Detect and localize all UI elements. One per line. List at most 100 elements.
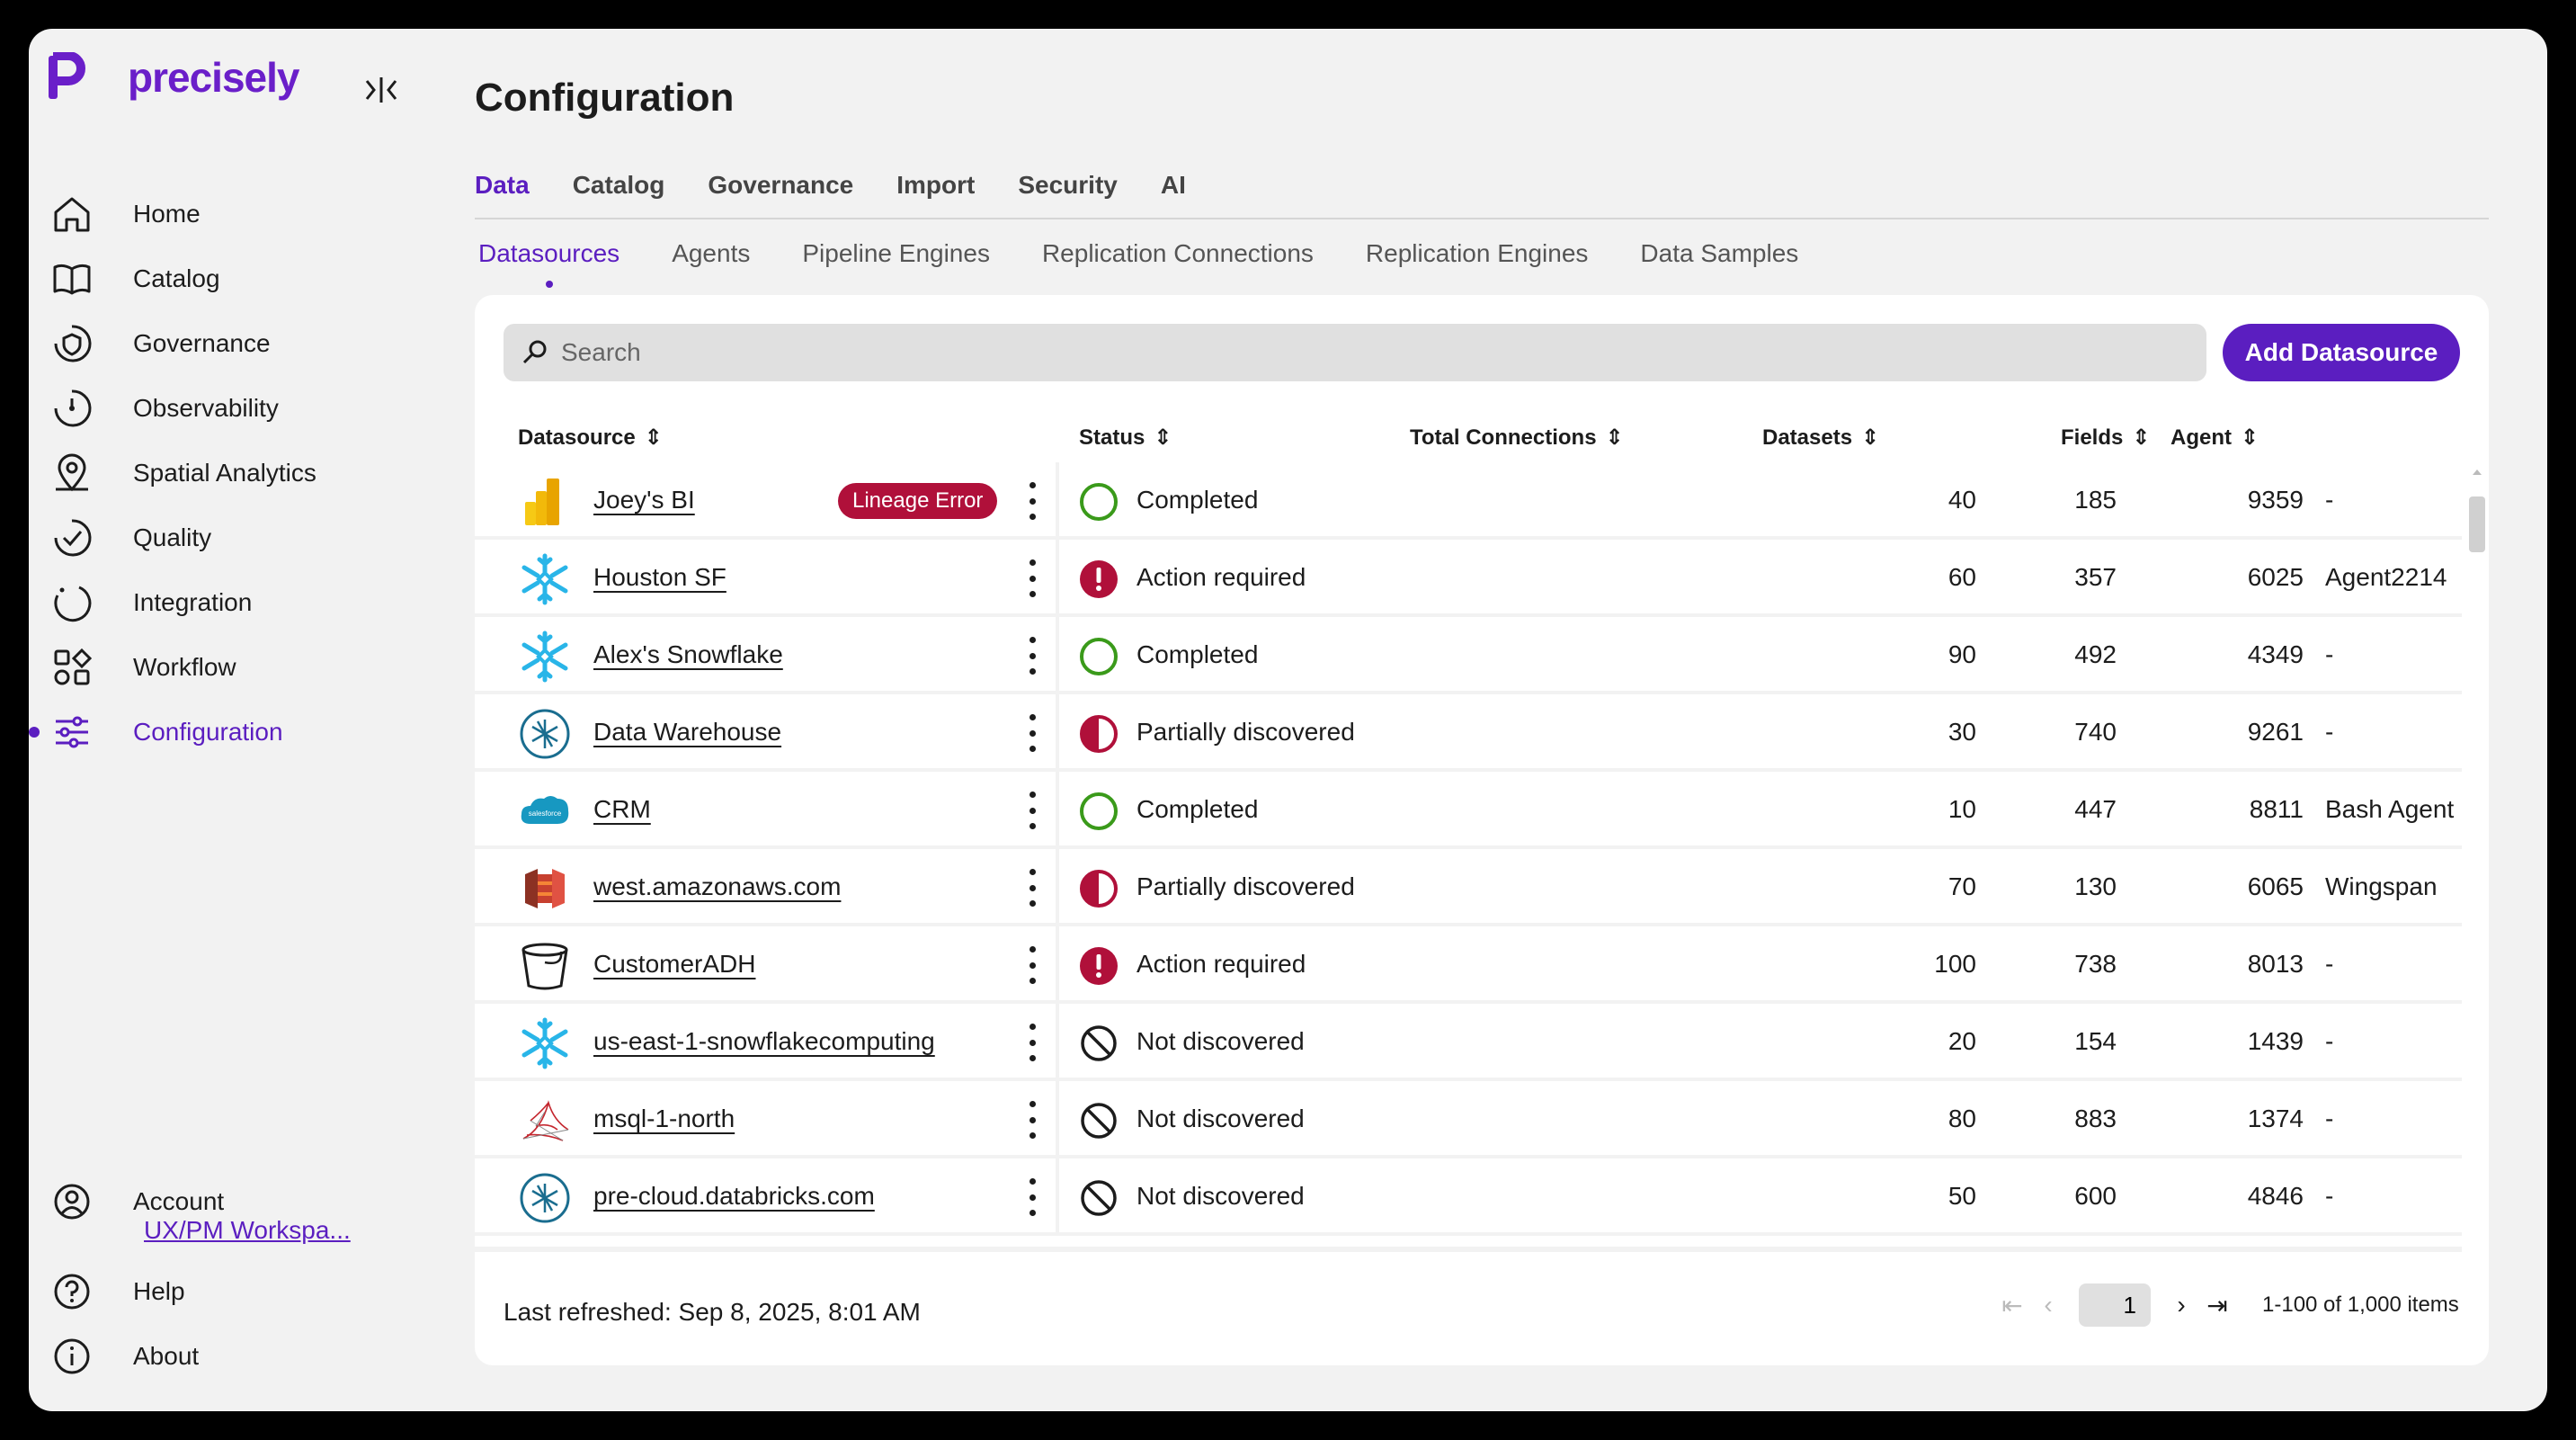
last-page-icon[interactable]: ⇥ <box>2206 1291 2228 1319</box>
more-options-icon[interactable] <box>1021 559 1043 597</box>
tab-security[interactable]: Security <box>1018 171 1118 199</box>
datasource-name-link[interactable]: west.amazonaws.com <box>593 872 842 900</box>
nav-governance[interactable]: Governance <box>50 311 428 376</box>
datasource-name-link[interactable]: us-east-1-snowflakecomputing <box>593 1027 935 1055</box>
page-title: Configuration <box>475 76 735 120</box>
scroll-up-icon[interactable] <box>2465 462 2489 480</box>
nav-spatial-analytics[interactable]: Spatial Analytics <box>50 441 428 505</box>
fields-cell: 9261 <box>2247 718 2304 746</box>
datasource-name-link[interactable]: CRM <box>593 795 651 823</box>
sort-icon: ⇕ <box>2241 425 2260 450</box>
datasource-name-link[interactable]: msql-1-north <box>593 1105 735 1132</box>
search-input[interactable] <box>561 338 2090 367</box>
nav-integration[interactable]: Integration <box>50 570 428 635</box>
status-completed-icon <box>1079 792 1119 831</box>
more-options-icon[interactable] <box>1021 1101 1043 1139</box>
table-row[interactable]: Alex's Snowflake Completed 90 492 4349- <box>475 617 2462 694</box>
tab-catalog[interactable]: Catalog <box>572 171 665 199</box>
add-datasource-button[interactable]: Add Datasource <box>2223 324 2460 381</box>
more-options-icon[interactable] <box>1021 869 1043 907</box>
status-text: Partially discovered <box>1136 718 1355 746</box>
power-bi-icon <box>518 475 572 529</box>
total-connections-cell: 100 <box>1934 950 1976 978</box>
column-header-fields[interactable]: Fields ⇕ <box>2061 425 2150 451</box>
workspace-link[interactable]: UX/PM Workspa... <box>144 1216 351 1244</box>
subtab-pipeline-engines[interactable]: Pipeline Engines <box>802 239 990 267</box>
column-header-datasets[interactable]: Datasets ⇕ <box>1762 425 1879 451</box>
lineage-error-badge[interactable]: Lineage Error <box>838 483 998 519</box>
table-row[interactable]: Data Warehouse Partially discovered 30 740 9… <box>475 694 2462 772</box>
brand-logo[interactable]: precisely <box>47 52 299 103</box>
more-options-icon[interactable] <box>1021 714 1043 752</box>
items-range: 1-100 of 1,000 items <box>2262 1292 2459 1317</box>
prev-page-icon[interactable]: ‹ <box>2044 1291 2053 1319</box>
more-options-icon[interactable] <box>1021 946 1043 984</box>
table-row[interactable]: salesforce CRM Completed 10 447 8811 Bash Agen… <box>475 772 2462 849</box>
tab-import[interactable]: Import <box>896 171 976 199</box>
subtab-replication-engines[interactable]: Replication Engines <box>1365 239 1589 267</box>
datasource-name-link[interactable]: Joey's BI <box>593 486 695 514</box>
tab-governance[interactable]: Governance <box>708 171 854 199</box>
datasource-name-link[interactable]: Alex's Snowflake <box>593 640 783 668</box>
status-text: Not discovered <box>1136 1182 1305 1210</box>
table-row[interactable]: msql-1-north Not discovered 80 883 1374- <box>475 1081 2462 1158</box>
scroll-thumb[interactable] <box>2469 496 2485 552</box>
nav-label: Home <box>133 200 201 228</box>
subtab-replication-connections[interactable]: Replication Connections <box>1041 239 1314 267</box>
about-label: About <box>133 1342 200 1370</box>
table-row[interactable]: us-east-1-snowflakecomputing Not discover… <box>475 1004 2462 1081</box>
subtab-agents[interactable]: Agents <box>672 239 751 267</box>
datasource-name-link[interactable]: CustomerADH <box>593 950 756 978</box>
search-bar[interactable] <box>504 324 2206 381</box>
home-icon <box>50 192 94 236</box>
column-divider <box>1056 462 1059 540</box>
fields-cell: 8811 <box>2249 795 2304 823</box>
table-scrollbar[interactable] <box>2465 462 2489 1245</box>
nav-configuration[interactable]: Configuration <box>29 700 428 765</box>
more-options-icon[interactable] <box>1021 1178 1043 1216</box>
tab-ai[interactable]: AI <box>1160 171 1186 199</box>
nav-observability[interactable]: Observability <box>50 376 428 441</box>
datasource-name-link[interactable]: Houston SF <box>593 563 726 591</box>
table-row[interactable]: Joey's BI Lineage Error Completed 40 185 9359… <box>475 462 2462 540</box>
status-text: Action required <box>1136 950 1306 978</box>
nav-home[interactable]: Home <box>50 182 428 246</box>
nav-label: Quality <box>133 523 212 551</box>
table-row[interactable]: Houston SF Action required 60 357 6025 Agent2… <box>475 540 2462 617</box>
table-row[interactable]: west.amazonaws.com Partially discovered 70… <box>475 849 2462 926</box>
column-header-status[interactable]: Status ⇕ <box>1079 425 1172 451</box>
nav-account[interactable]: Account <box>50 1169 428 1234</box>
column-header-agent[interactable]: Agent ⇕ <box>2170 425 2259 451</box>
datasource-name-link[interactable]: pre-cloud.databricks.com <box>593 1182 875 1210</box>
footer-divider <box>475 1247 2462 1252</box>
column-header-total-connections[interactable]: Total Connections ⇕ <box>1410 425 1624 451</box>
quality-check-icon <box>50 516 94 559</box>
page-number-input[interactable] <box>2079 1283 2151 1327</box>
nav-about[interactable]: About <box>50 1324 428 1389</box>
account-label: Account <box>133 1187 225 1215</box>
more-options-icon[interactable] <box>1021 637 1043 675</box>
nav-help[interactable]: Help <box>50 1259 428 1324</box>
table-row[interactable]: pre-cloud.databricks.com Not discovered 50… <box>475 1158 2462 1236</box>
more-options-icon[interactable] <box>1021 482 1043 520</box>
column-divider <box>1056 694 1059 772</box>
column-divider <box>1056 1158 1059 1236</box>
first-page-icon[interactable]: ⇤ <box>2001 1291 2023 1319</box>
more-options-icon[interactable] <box>1021 792 1043 829</box>
collapse-sidebar-icon[interactable] <box>360 72 403 108</box>
subtab-data-samples[interactable]: Data Samples <box>1640 239 1799 267</box>
total-connections-cell: 70 <box>1948 872 1976 900</box>
datasets-cell: 740 <box>2074 718 2117 746</box>
nav-catalog[interactable]: Catalog <box>50 246 428 311</box>
next-page-icon[interactable]: › <box>2177 1291 2186 1319</box>
more-options-icon[interactable] <box>1021 1024 1043 1061</box>
location-pin-icon <box>50 452 94 495</box>
tab-data[interactable]: Data <box>475 171 530 199</box>
datasource-name-link[interactable]: Data Warehouse <box>593 718 782 746</box>
column-header-datasource[interactable]: Datasource ⇕ <box>518 425 663 451</box>
subtab-datasources[interactable]: Datasources <box>478 239 620 288</box>
nav-workflow[interactable]: Workflow <box>50 635 428 700</box>
table-row[interactable]: CustomerADH Action required 100 738 8013- <box>475 926 2462 1004</box>
nav-quality[interactable]: Quality <box>50 505 428 570</box>
app-window: precisely Home Catalog Governance Observ… <box>29 29 2547 1411</box>
